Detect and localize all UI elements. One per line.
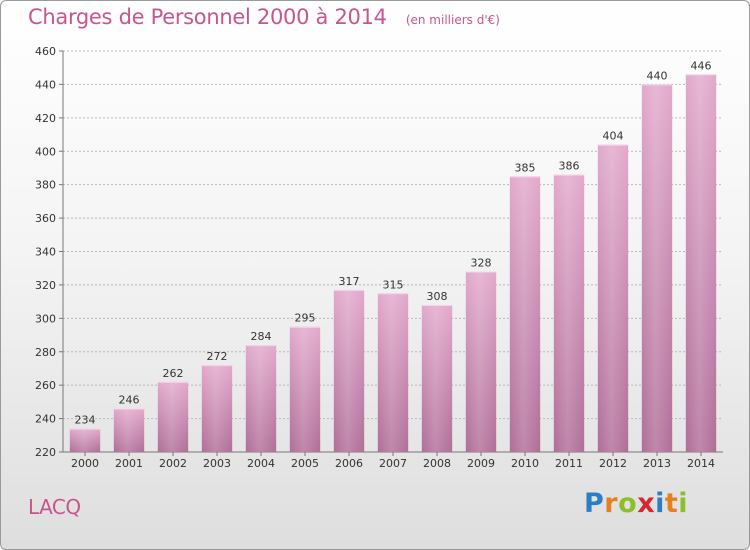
brand-letter: i [678, 488, 689, 519]
bars [69, 74, 717, 453]
data-label: 404 [603, 130, 624, 143]
x-tick-label: 2011 [555, 457, 583, 470]
bar-highlight [597, 144, 629, 453]
bar-highlight [113, 408, 145, 452]
y-tick-label: 280 [35, 346, 56, 359]
data-label: 295 [295, 312, 316, 325]
data-label: 446 [691, 59, 712, 72]
bar-highlight [289, 326, 321, 452]
proxiti-logo[interactable]: Proxiti [584, 488, 688, 519]
x-tick-label: 2009 [467, 457, 495, 470]
y-tick-label: 320 [35, 279, 56, 292]
brand-letter: o [618, 488, 638, 519]
chart-title: Charges de Personnel 2000 à 2014 [28, 5, 387, 29]
y-tick-label: 260 [35, 379, 56, 392]
x-tick-label: 2005 [291, 457, 319, 470]
y-tick-label: 220 [35, 446, 56, 459]
bar-highlight [421, 304, 453, 452]
data-label: 440 [647, 69, 668, 82]
brand-letter: x [637, 488, 656, 519]
y-tick-label: 340 [35, 246, 56, 259]
x-tick-label: 2004 [247, 457, 275, 470]
bar-highlight [377, 293, 409, 452]
bar-highlight [157, 381, 189, 452]
x-tick-label: 2007 [379, 457, 407, 470]
y-tick-label: 420 [35, 112, 56, 125]
bar-highlight [553, 174, 585, 452]
bar-highlight [69, 428, 101, 452]
x-tick-label: 2008 [423, 457, 451, 470]
data-label: 317 [339, 275, 360, 288]
bar-highlight [465, 271, 497, 452]
data-label: 386 [559, 160, 580, 173]
data-label: 308 [427, 290, 448, 303]
chart-subtitle: (en milliers d'€) [405, 13, 500, 27]
x-tick-label: 2012 [599, 457, 627, 470]
brand-letter: P [584, 488, 605, 519]
x-tick-label: 2001 [115, 457, 143, 470]
data-label: 385 [515, 161, 536, 174]
x-tick-label: 2000 [71, 457, 99, 470]
y-tick-label: 380 [35, 179, 56, 192]
bar-highlight [641, 84, 673, 453]
x-tick-label: 2013 [643, 457, 671, 470]
x-tick-label: 2010 [511, 457, 539, 470]
y-tick-label: 360 [35, 212, 56, 225]
data-label: 328 [471, 257, 492, 270]
data-label: 234 [75, 414, 96, 427]
data-label: 246 [119, 394, 140, 407]
data-label: 262 [163, 367, 184, 380]
y-tick-label: 240 [35, 413, 56, 426]
y-tick-label: 400 [35, 145, 56, 158]
bar-highlight [509, 176, 541, 452]
data-label: 272 [207, 350, 228, 363]
data-labels: 234 246 262 272 284 295 317 315 308 328 385 386 404 4… [75, 59, 712, 426]
x-tick-label: 2002 [159, 457, 187, 470]
commune-name: LACQ [28, 495, 81, 519]
y-tick-label: 300 [35, 312, 56, 325]
bar-highlight [245, 345, 277, 452]
bar-highlight [685, 74, 717, 453]
x-tick-label: 2014 [687, 457, 715, 470]
x-tick-label: 2003 [203, 457, 231, 470]
y-tick-label: 440 [35, 78, 56, 91]
bar-highlight [201, 365, 233, 452]
y-tick-label: 460 [35, 45, 56, 58]
brand-letter: t [664, 488, 679, 519]
title-row: Charges de Personnel 2000 à 2014 (en mil… [28, 5, 500, 29]
data-label: 284 [251, 330, 272, 343]
x-tick-label: 2006 [335, 457, 363, 470]
brand-letter: i [655, 488, 665, 519]
data-label: 315 [383, 278, 404, 291]
bar-highlight [333, 289, 365, 452]
brand-letter: r [604, 488, 619, 519]
